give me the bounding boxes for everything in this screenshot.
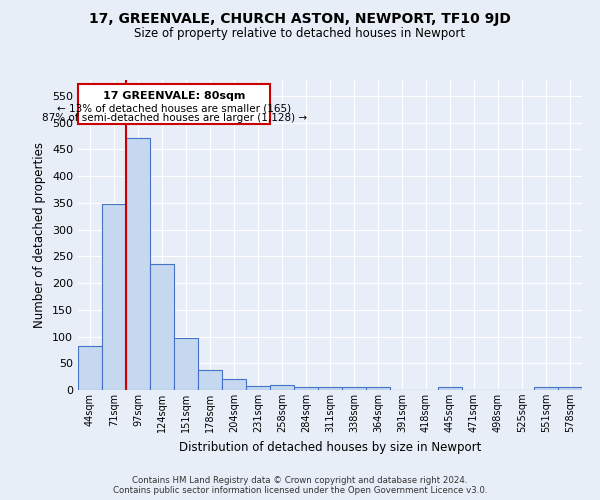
Text: 17, GREENVALE, CHURCH ASTON, NEWPORT, TF10 9JD: 17, GREENVALE, CHURCH ASTON, NEWPORT, TF… bbox=[89, 12, 511, 26]
Text: 17 GREENVALE: 80sqm: 17 GREENVALE: 80sqm bbox=[103, 92, 245, 102]
Bar bbox=[222, 380, 246, 390]
FancyBboxPatch shape bbox=[79, 84, 270, 124]
Bar bbox=[534, 388, 558, 390]
Bar bbox=[102, 204, 126, 390]
Text: 87% of semi-detached houses are larger (1,128) →: 87% of semi-detached houses are larger (… bbox=[41, 113, 307, 123]
Bar bbox=[126, 138, 150, 390]
Text: ← 13% of detached houses are smaller (165): ← 13% of detached houses are smaller (16… bbox=[57, 104, 292, 114]
Bar bbox=[270, 384, 294, 390]
Text: Contains HM Land Registry data © Crown copyright and database right 2024.
Contai: Contains HM Land Registry data © Crown c… bbox=[113, 476, 487, 495]
Bar bbox=[174, 338, 198, 390]
Bar bbox=[318, 388, 342, 390]
Bar bbox=[150, 264, 174, 390]
X-axis label: Distribution of detached houses by size in Newport: Distribution of detached houses by size … bbox=[179, 440, 481, 454]
Text: Size of property relative to detached houses in Newport: Size of property relative to detached ho… bbox=[134, 28, 466, 40]
Bar bbox=[366, 388, 390, 390]
Bar bbox=[558, 388, 582, 390]
Bar bbox=[198, 370, 222, 390]
Y-axis label: Number of detached properties: Number of detached properties bbox=[34, 142, 46, 328]
Bar bbox=[246, 386, 270, 390]
Bar bbox=[438, 388, 462, 390]
Bar bbox=[294, 388, 318, 390]
Bar bbox=[342, 388, 366, 390]
Bar bbox=[78, 346, 102, 390]
